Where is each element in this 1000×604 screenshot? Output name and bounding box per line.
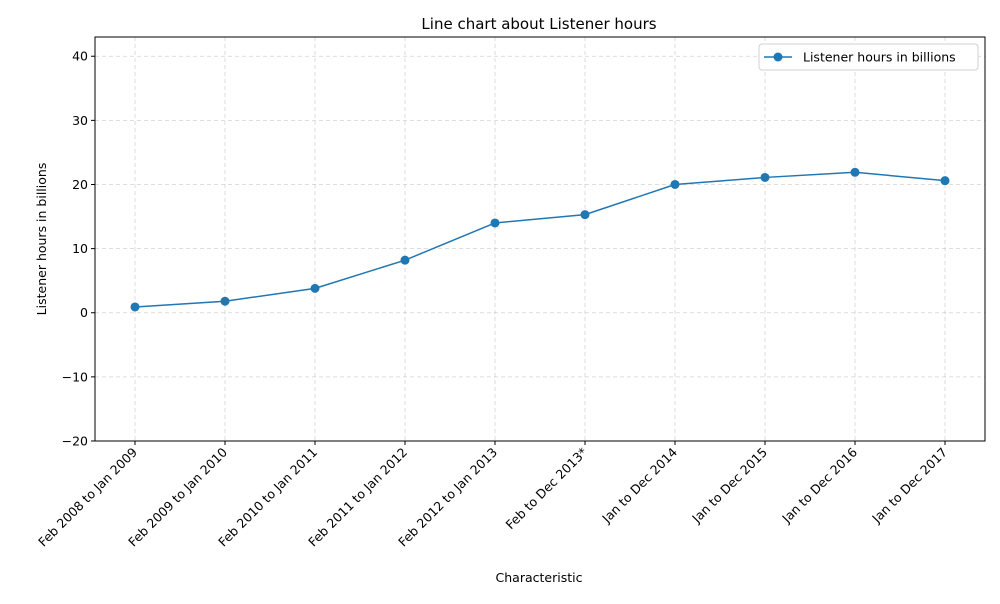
y-tick-label: 10 <box>72 241 88 256</box>
data-point <box>130 302 140 312</box>
data-point <box>670 179 680 189</box>
x-tick-label: Jan to Dec 2017 <box>868 445 950 527</box>
data-point <box>220 296 230 306</box>
x-tick-label: Feb 2010 to Jan 2011 <box>215 445 320 550</box>
legend-label: Listener hours in billions <box>803 50 956 65</box>
y-tick-label: 30 <box>72 113 88 128</box>
y-tick-label: 0 <box>80 305 88 320</box>
y-tick-label: −20 <box>62 434 88 449</box>
x-tick-label: Jan to Dec 2016 <box>778 444 860 526</box>
data-point <box>580 210 590 220</box>
data-point <box>850 167 860 177</box>
legend-marker-swatch <box>773 52 783 62</box>
y-axis-label: Listener hours in billions <box>34 163 49 316</box>
x-tick-label: Jan to Dec 2015 <box>688 445 770 527</box>
chart-title: Line chart about Listener hours <box>421 15 656 33</box>
x-tick-label: Feb 2012 to Jan 2013 <box>395 445 500 550</box>
x-tick-label: Feb 2009 to Jan 2010 <box>125 444 230 549</box>
data-point <box>400 255 410 265</box>
x-tick-label: Feb 2008 to Jan 2009 <box>35 444 140 549</box>
legend-box <box>758 43 979 71</box>
data-point <box>310 283 320 293</box>
grid <box>95 37 985 442</box>
data-point <box>490 218 500 228</box>
data-point <box>940 176 950 186</box>
x-tick-label: Feb to Dec 2013* <box>503 445 591 533</box>
y-tick-label: 40 <box>72 49 88 64</box>
x-tick-label: Feb 2011 to Jan 2012 <box>305 445 410 550</box>
plot-area-frame <box>94 36 986 442</box>
data-point <box>760 172 770 182</box>
series-line <box>134 171 946 308</box>
legend: Listener hours in billions <box>758 43 979 71</box>
y-tick-label: 20 <box>72 177 88 192</box>
y-tick-label: −10 <box>62 369 88 384</box>
x-axis-label: Characteristic <box>496 570 583 585</box>
x-tick-label: Jan to Dec 2014 <box>598 444 680 526</box>
series-layer <box>130 167 950 312</box>
